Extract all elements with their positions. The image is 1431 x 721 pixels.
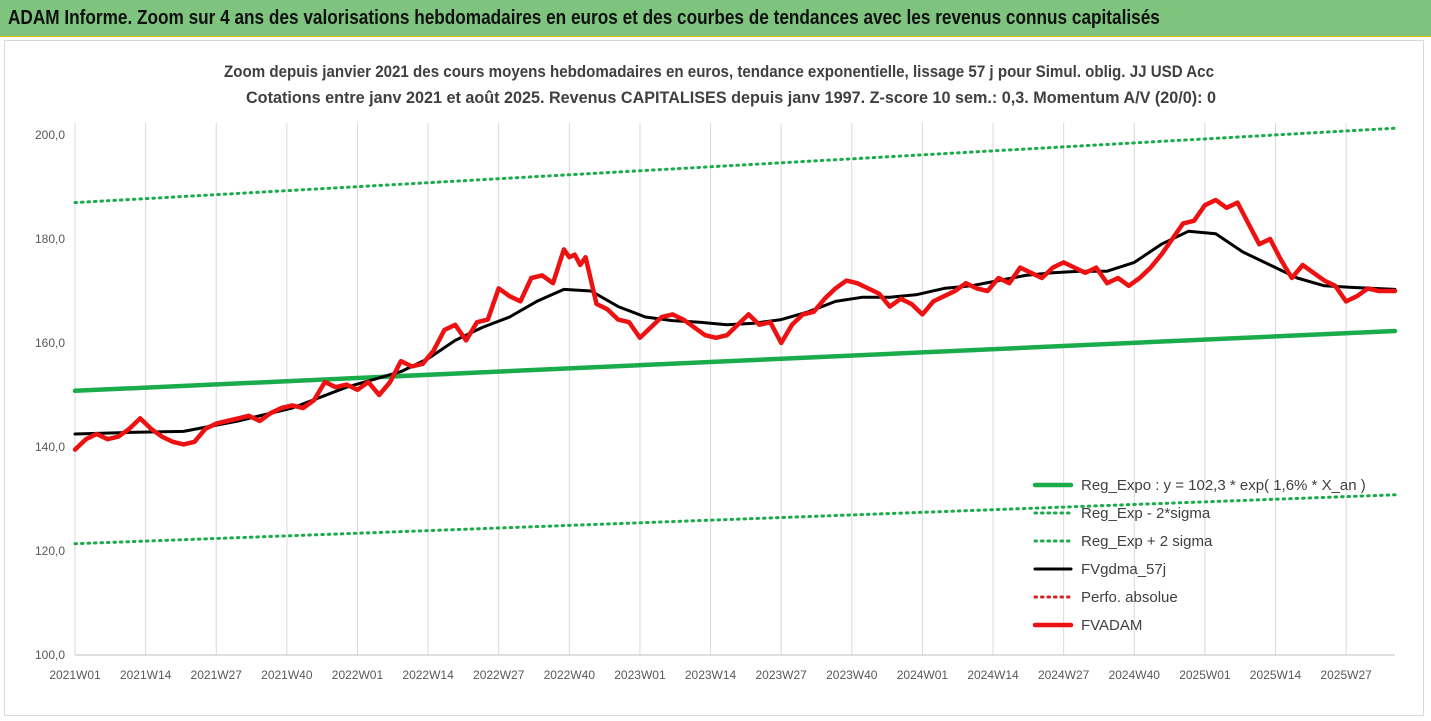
x-tick-label: 2025W01 (1179, 668, 1231, 682)
legend: Reg_Expo : y = 102,3 * exp( 1,6% * X_an … (1032, 477, 1366, 634)
y-tick-label: 200,0 (35, 128, 65, 142)
series-reg-exp-plus-2sigma (73, 126, 1397, 205)
x-tick-label: 2025W14 (1250, 668, 1302, 682)
x-tick-label: 2023W14 (685, 668, 737, 682)
y-tick-label: 180,0 (35, 232, 65, 246)
legend-label: Perfo. absolue (1081, 589, 1178, 606)
chart-frame: Zoom depuis janvier 2021 des cours moyen… (4, 40, 1424, 716)
grid (74, 123, 1347, 655)
y-tick-label: 100,0 (35, 648, 65, 662)
line-chart: Zoom depuis janvier 2021 des cours moyen… (35, 62, 1398, 682)
x-tick-label: 2022W01 (332, 668, 384, 682)
series-reg-expo (72, 328, 1398, 394)
x-tick-label: 2021W27 (191, 668, 243, 682)
report-title: ADAM Informe. Zoom sur 4 ans des valoris… (8, 6, 1160, 29)
x-tick-label: 2021W14 (120, 668, 172, 682)
x-tick-label: 2023W01 (614, 668, 666, 682)
axes: 2021W01 2021W14 2021W27 2021W40 2022W01 2022W… (35, 128, 1395, 682)
y-tick-label: 160,0 (35, 336, 65, 350)
legend-label: Reg_Exp + 2 sigma (1081, 533, 1213, 550)
series (72, 126, 1398, 546)
report-banner: ADAM Informe. Zoom sur 4 ans des valoris… (0, 0, 1431, 37)
legend-label: Reg_Exp - 2*sigma (1081, 505, 1211, 522)
x-tick-label: 2023W40 (826, 668, 878, 682)
legend-label: FVADAM (1081, 617, 1142, 634)
x-tick-label: 2023W27 (755, 668, 807, 682)
y-tick-label: 120,0 (35, 544, 65, 558)
x-tick-label: 2024W40 (1109, 668, 1161, 682)
x-tick-label: 2022W14 (402, 668, 454, 682)
x-tick-label: 2022W40 (544, 668, 596, 682)
series-reg-exp-minus-2sigma (73, 493, 1397, 546)
x-tick-label: 2024W14 (967, 668, 1019, 682)
x-tick-label: 2025W27 (1320, 668, 1372, 682)
series-fvgdma-57j (73, 229, 1397, 436)
x-tick-label: 2021W01 (49, 668, 101, 682)
x-tick-label: 2024W27 (1038, 668, 1090, 682)
x-tick-label: 2024W01 (897, 668, 949, 682)
x-tick-label: 2021W40 (261, 668, 313, 682)
legend-label: FVgdma_57j (1081, 561, 1166, 578)
series-fvadam (72, 197, 1398, 452)
x-tick-label: 2022W27 (473, 668, 525, 682)
chart-title-line1: Zoom depuis janvier 2021 des cours moyen… (224, 62, 1214, 81)
chart-title-line2: Cotations entre janv 2021 et août 2025. … (246, 88, 1216, 107)
y-tick-label: 140,0 (35, 440, 65, 454)
legend-label: Reg_Expo : y = 102,3 * exp( 1,6% * X_an … (1081, 477, 1366, 494)
